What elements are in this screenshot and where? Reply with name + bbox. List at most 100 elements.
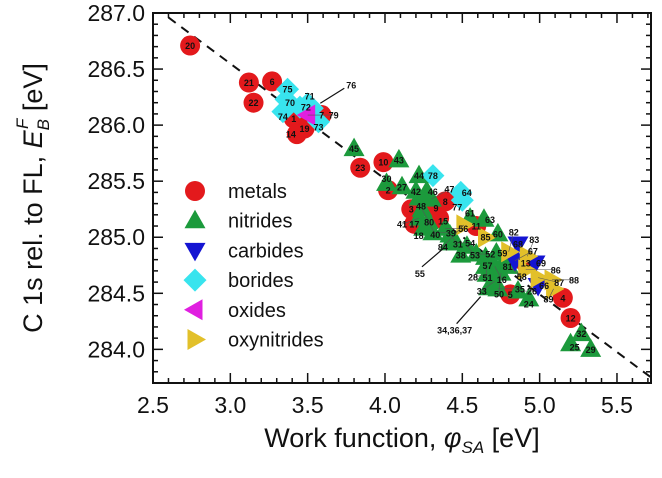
metal-point: [286, 124, 307, 145]
metal-point: [180, 35, 201, 56]
point-label: 39: [446, 228, 456, 238]
point-label: 61: [465, 209, 475, 219]
oxynitride-point: [530, 267, 550, 289]
nitride-point: [560, 332, 582, 352]
label-leader: [508, 266, 522, 277]
y-tick-label: 285.5: [87, 168, 145, 194]
point-label: 8: [443, 197, 448, 207]
point-label: 11: [471, 222, 481, 232]
y-tick-label: 285.0: [87, 224, 145, 250]
point-label: 48: [416, 202, 426, 212]
point-label: 26: [527, 287, 537, 297]
point-label: 25: [570, 342, 580, 352]
point-label: 75: [283, 85, 293, 95]
y-axis-title: C 1s rel. to FL, EBF [eV]: [13, 63, 53, 333]
plot-frame: [152, 12, 652, 384]
nitride-point: [391, 175, 413, 195]
legend-label-oxynitrides: oxynitrides: [228, 330, 324, 352]
point-label: 70: [285, 98, 295, 108]
point-label: 89: [544, 294, 554, 304]
nitride-point: [473, 208, 495, 227]
point-label: 22: [249, 98, 259, 108]
point-label: 51: [483, 273, 493, 283]
point-label: 78: [428, 171, 438, 181]
oxide-point: [296, 104, 316, 126]
point-label: 69: [536, 259, 546, 269]
point-label: 46: [428, 187, 438, 197]
x-tick-label: 5.5: [601, 392, 633, 418]
point-label: 66: [539, 281, 549, 291]
point-label: 35: [515, 284, 525, 294]
legend-marker-oxides: [184, 299, 203, 321]
annotation-arrow: [421, 248, 444, 268]
legend-label-oxides: oxides: [228, 300, 286, 322]
oxynitride-point: [478, 226, 497, 248]
nitride-point: [408, 164, 430, 184]
metal-point: [238, 72, 259, 93]
point-label: 38: [456, 251, 466, 261]
x-tick-label: 4.0: [369, 392, 401, 418]
point-label: 56: [458, 224, 468, 234]
point-label: 3: [409, 205, 414, 215]
point-label: 84: [438, 242, 448, 252]
point-label: 6: [270, 77, 275, 87]
point-label: 86: [551, 265, 561, 275]
point-label: 18: [414, 231, 424, 241]
point-label: 67: [528, 246, 538, 256]
point-label: 30: [382, 174, 392, 184]
point-label: 85: [481, 233, 491, 243]
point-label: 23: [355, 163, 365, 173]
point-label: 1: [291, 114, 296, 124]
legend-label-metals: metals: [228, 181, 287, 203]
point-label: 64: [462, 188, 472, 198]
point-label: 87: [554, 278, 564, 288]
point-label: 19: [300, 124, 310, 134]
point-label: 7: [319, 111, 324, 121]
point-label: 17: [409, 219, 419, 229]
point-label: 27: [397, 182, 407, 192]
oxynitride-point: [501, 241, 520, 263]
point-label: 2: [386, 186, 391, 196]
annotations: 76 55 34,36,37: [319, 80, 482, 336]
label-leader: [514, 250, 534, 262]
point-label: 14: [286, 130, 296, 140]
nitride-point: [507, 280, 529, 299]
point-label: 5: [508, 290, 513, 300]
point-label: 16: [497, 275, 507, 285]
point-label: 40: [430, 230, 440, 240]
nitride-point: [518, 287, 540, 307]
point-label: 15: [438, 217, 448, 227]
axis-ticks: 2.5 3.0 3.5 4.0 4.5 5.0 5.5 284.0 284.5 285.0 285.…: [87, 0, 651, 418]
point-label: 73: [313, 122, 323, 132]
boride-point: [271, 100, 295, 124]
label-leader: [431, 188, 450, 200]
label-leader: [421, 209, 430, 223]
label-leader: [508, 231, 515, 252]
x-tick-label: 4.5: [446, 392, 478, 418]
label-leader: [538, 277, 560, 283]
point-label: 42: [411, 187, 421, 197]
label-leader: [526, 239, 535, 257]
point-label: 20: [185, 41, 195, 51]
label-leader: [401, 217, 420, 225]
oxynitride-point: [519, 245, 539, 267]
point-label: 59: [497, 248, 507, 258]
point-label: 82: [509, 227, 519, 237]
x-tick-label: 3.5: [292, 392, 324, 418]
carbide-point: [507, 236, 529, 255]
label-leader: [498, 273, 502, 295]
boride-point: [450, 188, 474, 212]
point-label: 72: [301, 103, 311, 113]
point-label: 9: [434, 204, 439, 214]
y-tick-label: 287.0: [87, 0, 145, 26]
point-label: 31: [453, 240, 463, 250]
x-tick-label: 3.0: [214, 392, 246, 418]
nitride-point: [439, 231, 461, 251]
legend-label-borides: borides: [228, 270, 294, 292]
legend-marker-nitrides: [184, 209, 206, 229]
point-label: 74: [278, 112, 288, 122]
nitride-point: [450, 244, 472, 263]
label-leaders: [307, 114, 575, 299]
